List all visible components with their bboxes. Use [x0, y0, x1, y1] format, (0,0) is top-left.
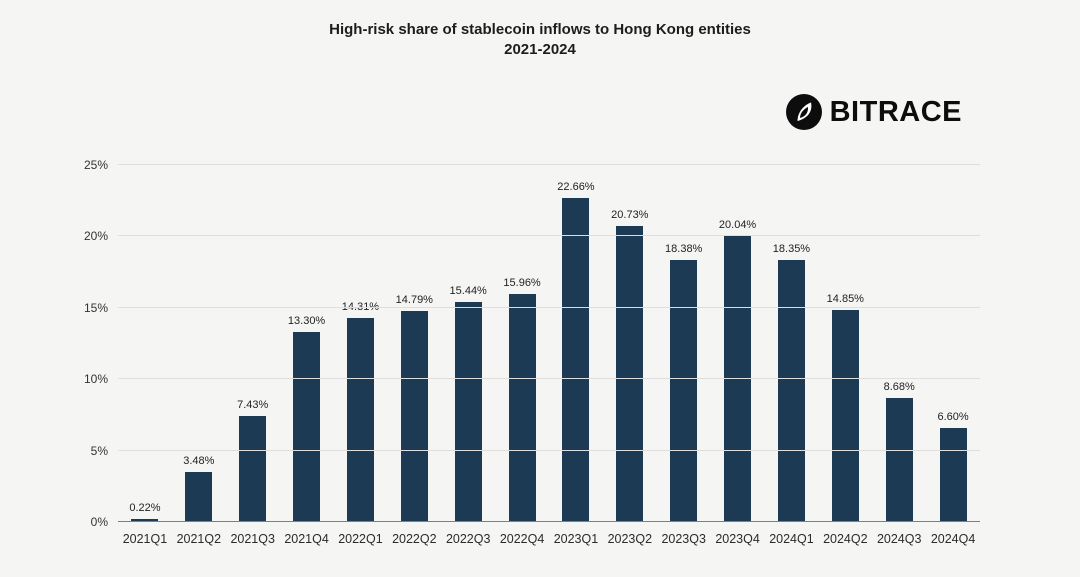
bar-value-label: 8.68%	[883, 381, 915, 394]
bar-group: 14.79% 2022Q2	[387, 165, 441, 546]
bitrace-logo: BITRACE	[785, 94, 962, 130]
bar-group: 20.73% 2023Q2	[603, 165, 657, 546]
bar-value-label: 15.96%	[503, 277, 541, 290]
bar-group: 22.66% 2023Q1	[549, 165, 603, 546]
bar-group: 14.85% 2024Q2	[818, 165, 872, 546]
bar-value-label: 15.44%	[449, 284, 487, 297]
chart-title-line2: 2021-2024	[504, 41, 576, 59]
bar-group: 18.38% 2023Q3	[657, 165, 711, 546]
gridline	[118, 378, 980, 380]
bar	[400, 310, 428, 522]
y-tick-label: 10%	[83, 372, 108, 387]
bar-series: 0.22% 2021Q1 3.48% 2021Q2 7.43% 2021Q3 13.30% 2…	[118, 165, 980, 546]
bar-value-label: 18.38%	[665, 242, 703, 255]
bar-value-label: 14.79%	[395, 293, 433, 306]
bar-value-label: 22.66%	[557, 181, 595, 194]
bar-group: 0.22% 2021Q1	[118, 165, 172, 546]
y-tick-label: 20%	[83, 229, 108, 244]
x-tick-label: 2024Q4	[930, 532, 976, 546]
bitrace-logo-icon	[785, 94, 822, 130]
x-tick-label: 2021Q3	[230, 532, 275, 546]
x-tick-label: 2024Q1	[769, 532, 814, 546]
bar-group: 15.96% 2022Q4	[495, 165, 549, 546]
chart-title: High-risk share of stablecoin inflows to…	[0, 20, 1080, 61]
x-tick-label: 2023Q3	[661, 532, 706, 546]
bar	[239, 415, 267, 522]
y-tick-label: 0%	[90, 515, 108, 529]
gridline	[118, 449, 980, 451]
y-tick-label: 15%	[83, 300, 108, 315]
bar	[939, 427, 967, 522]
bar-group: 6.60% 2024Q4	[926, 165, 980, 546]
bar	[616, 225, 644, 522]
bar	[131, 518, 159, 522]
bar-value-label: 6.60%	[937, 410, 969, 423]
bar	[293, 332, 321, 522]
chart-title-line1: High-risk share of stablecoin inflows to…	[329, 21, 751, 38]
x-tick-label: 2024Q3	[876, 532, 922, 546]
x-tick-label: 2022Q4	[499, 532, 545, 546]
bar-value-label: 14.85%	[826, 292, 864, 305]
x-tick-label: 2021Q4	[284, 532, 329, 546]
x-tick-label: 2023Q4	[715, 532, 760, 546]
bar-group: 7.43% 2021Q3	[226, 165, 280, 546]
bar-value-label: 20.04%	[718, 218, 757, 231]
bar	[185, 472, 213, 522]
bar-value-label: 14.31%	[341, 300, 380, 313]
bar-group: 13.30% 2021Q4	[280, 165, 334, 546]
bar	[885, 398, 913, 522]
x-tick-label: 2023Q1	[553, 532, 599, 546]
x-axis-baseline	[118, 521, 980, 522]
bar	[562, 198, 590, 522]
bar	[777, 259, 805, 522]
x-tick-label: 2023Q2	[607, 532, 653, 546]
gridline	[118, 306, 980, 308]
bar-group: 20.04% 2023Q4	[711, 165, 765, 546]
bar-group: 15.44% 2022Q3	[441, 165, 495, 546]
bar-value-label: 20.73%	[611, 208, 649, 221]
gridline	[118, 235, 980, 237]
bar	[346, 317, 374, 522]
x-tick-label: 2024Q2	[823, 532, 868, 546]
x-tick-label: 2022Q2	[392, 532, 437, 546]
x-tick-label: 2021Q1	[122, 532, 168, 546]
bar-value-label: 0.22%	[129, 501, 161, 514]
bar	[508, 294, 536, 522]
x-tick-label: 2021Q2	[176, 532, 222, 546]
bar-value-label: 13.30%	[287, 315, 326, 328]
bar-value-label: 3.48%	[183, 455, 215, 468]
x-tick-label: 2022Q1	[338, 532, 383, 546]
bar	[831, 309, 859, 522]
y-tick-label: 5%	[90, 443, 108, 458]
x-tick-label: 2022Q3	[445, 532, 491, 546]
bar-group: 14.31% 2022Q1	[334, 165, 388, 546]
gridline	[118, 164, 980, 165]
bar	[670, 259, 698, 522]
bitrace-logo-text: BITRACE	[829, 95, 962, 128]
plot-area: 0.22% 2021Q1 3.48% 2021Q2 7.43% 2021Q3 13.30% 2…	[84, 158, 980, 546]
bar-value-label: 7.43%	[237, 398, 269, 411]
bar-group: 18.35% 2024Q1	[765, 165, 819, 546]
bar	[454, 301, 482, 522]
bar-group: 3.48% 2021Q2	[172, 165, 226, 546]
bar-value-label: 18.35%	[772, 242, 811, 255]
y-tick-label: 25%	[83, 158, 108, 172]
bar-group: 8.68% 2024Q3	[872, 165, 926, 546]
